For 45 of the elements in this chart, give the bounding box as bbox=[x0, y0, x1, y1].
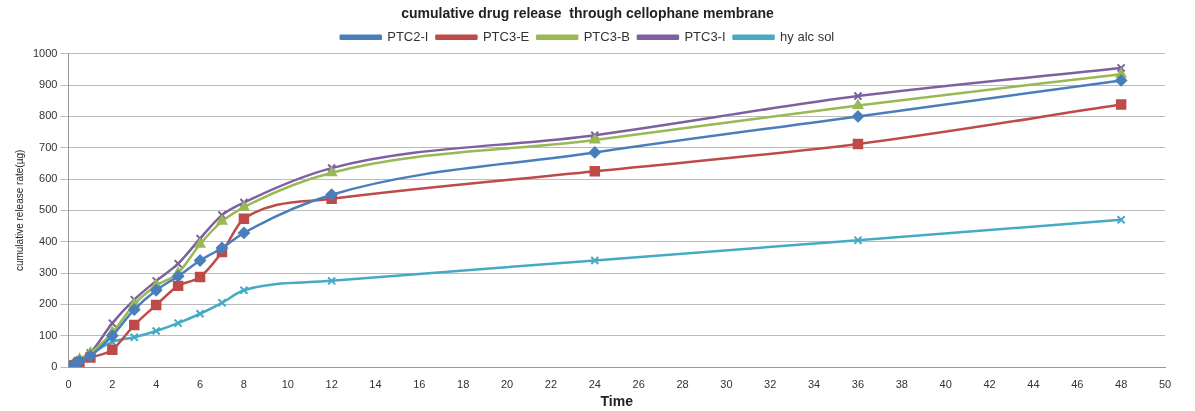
legend-label: PTC3-I bbox=[684, 28, 726, 44]
x-tick-label: 4 bbox=[153, 377, 160, 390]
x-tick-label: 50 bbox=[1158, 377, 1172, 390]
legend-label: PTC3-B bbox=[583, 28, 630, 44]
y-tick-label: 100 bbox=[39, 328, 58, 341]
y-tick-label: 0 bbox=[51, 360, 58, 373]
x-tick-label: 48 bbox=[1115, 377, 1128, 390]
y-tick-label: 800 bbox=[39, 109, 58, 122]
x-tick-label: 14 bbox=[369, 377, 382, 390]
x-tick-label: 2 bbox=[109, 377, 116, 390]
x-tick-label: 46 bbox=[1071, 377, 1084, 390]
x-tick-label: 10 bbox=[281, 377, 294, 390]
x-tick-label: 36 bbox=[851, 377, 865, 390]
y-tick-label: 600 bbox=[39, 172, 58, 185]
x-tick-label: 0 bbox=[65, 377, 72, 390]
x-tick-label: 40 bbox=[939, 377, 952, 390]
x-tick-label: 38 bbox=[895, 377, 908, 390]
y-tick-label: 400 bbox=[39, 234, 58, 247]
x-tick-label: 32 bbox=[764, 377, 777, 390]
x-tick-label: 26 bbox=[632, 377, 645, 390]
legend-label: hy alc sol bbox=[780, 28, 835, 44]
y-tick-label: 700 bbox=[39, 140, 58, 153]
x-tick-label: 16 bbox=[413, 377, 426, 390]
x-tick-label: 42 bbox=[983, 377, 996, 390]
x-tick-label: 28 bbox=[676, 377, 689, 390]
y-tick-label: 1000 bbox=[32, 46, 58, 59]
y-tick-label: 200 bbox=[39, 297, 58, 310]
x-tick-label: 30 bbox=[720, 377, 733, 390]
x-axis-title: Time bbox=[600, 393, 634, 410]
x-tick-label: 6 bbox=[196, 377, 204, 390]
y-tick-label: 300 bbox=[39, 266, 58, 279]
x-tick-label: 12 bbox=[325, 377, 338, 390]
x-tick-label: 24 bbox=[588, 377, 601, 390]
chart-title: cumulative drug release through cellophane membrane bbox=[401, 5, 775, 22]
x-tick-label: 20 bbox=[500, 377, 514, 390]
x-tick-label: 8 bbox=[240, 377, 247, 390]
y-tick-label: 900 bbox=[39, 78, 58, 91]
legend-label: PTC3-E bbox=[482, 28, 530, 44]
x-tick-label: 22 bbox=[544, 377, 558, 390]
y-tick-label: 500 bbox=[39, 203, 58, 216]
x-tick-label: 44 bbox=[1027, 377, 1040, 390]
legend-label: PTC2-I bbox=[387, 28, 429, 44]
x-tick-label: 18 bbox=[457, 377, 470, 390]
y-axis-title: cumulative release rate(µg) bbox=[13, 149, 25, 272]
x-tick-label: 34 bbox=[807, 377, 821, 390]
